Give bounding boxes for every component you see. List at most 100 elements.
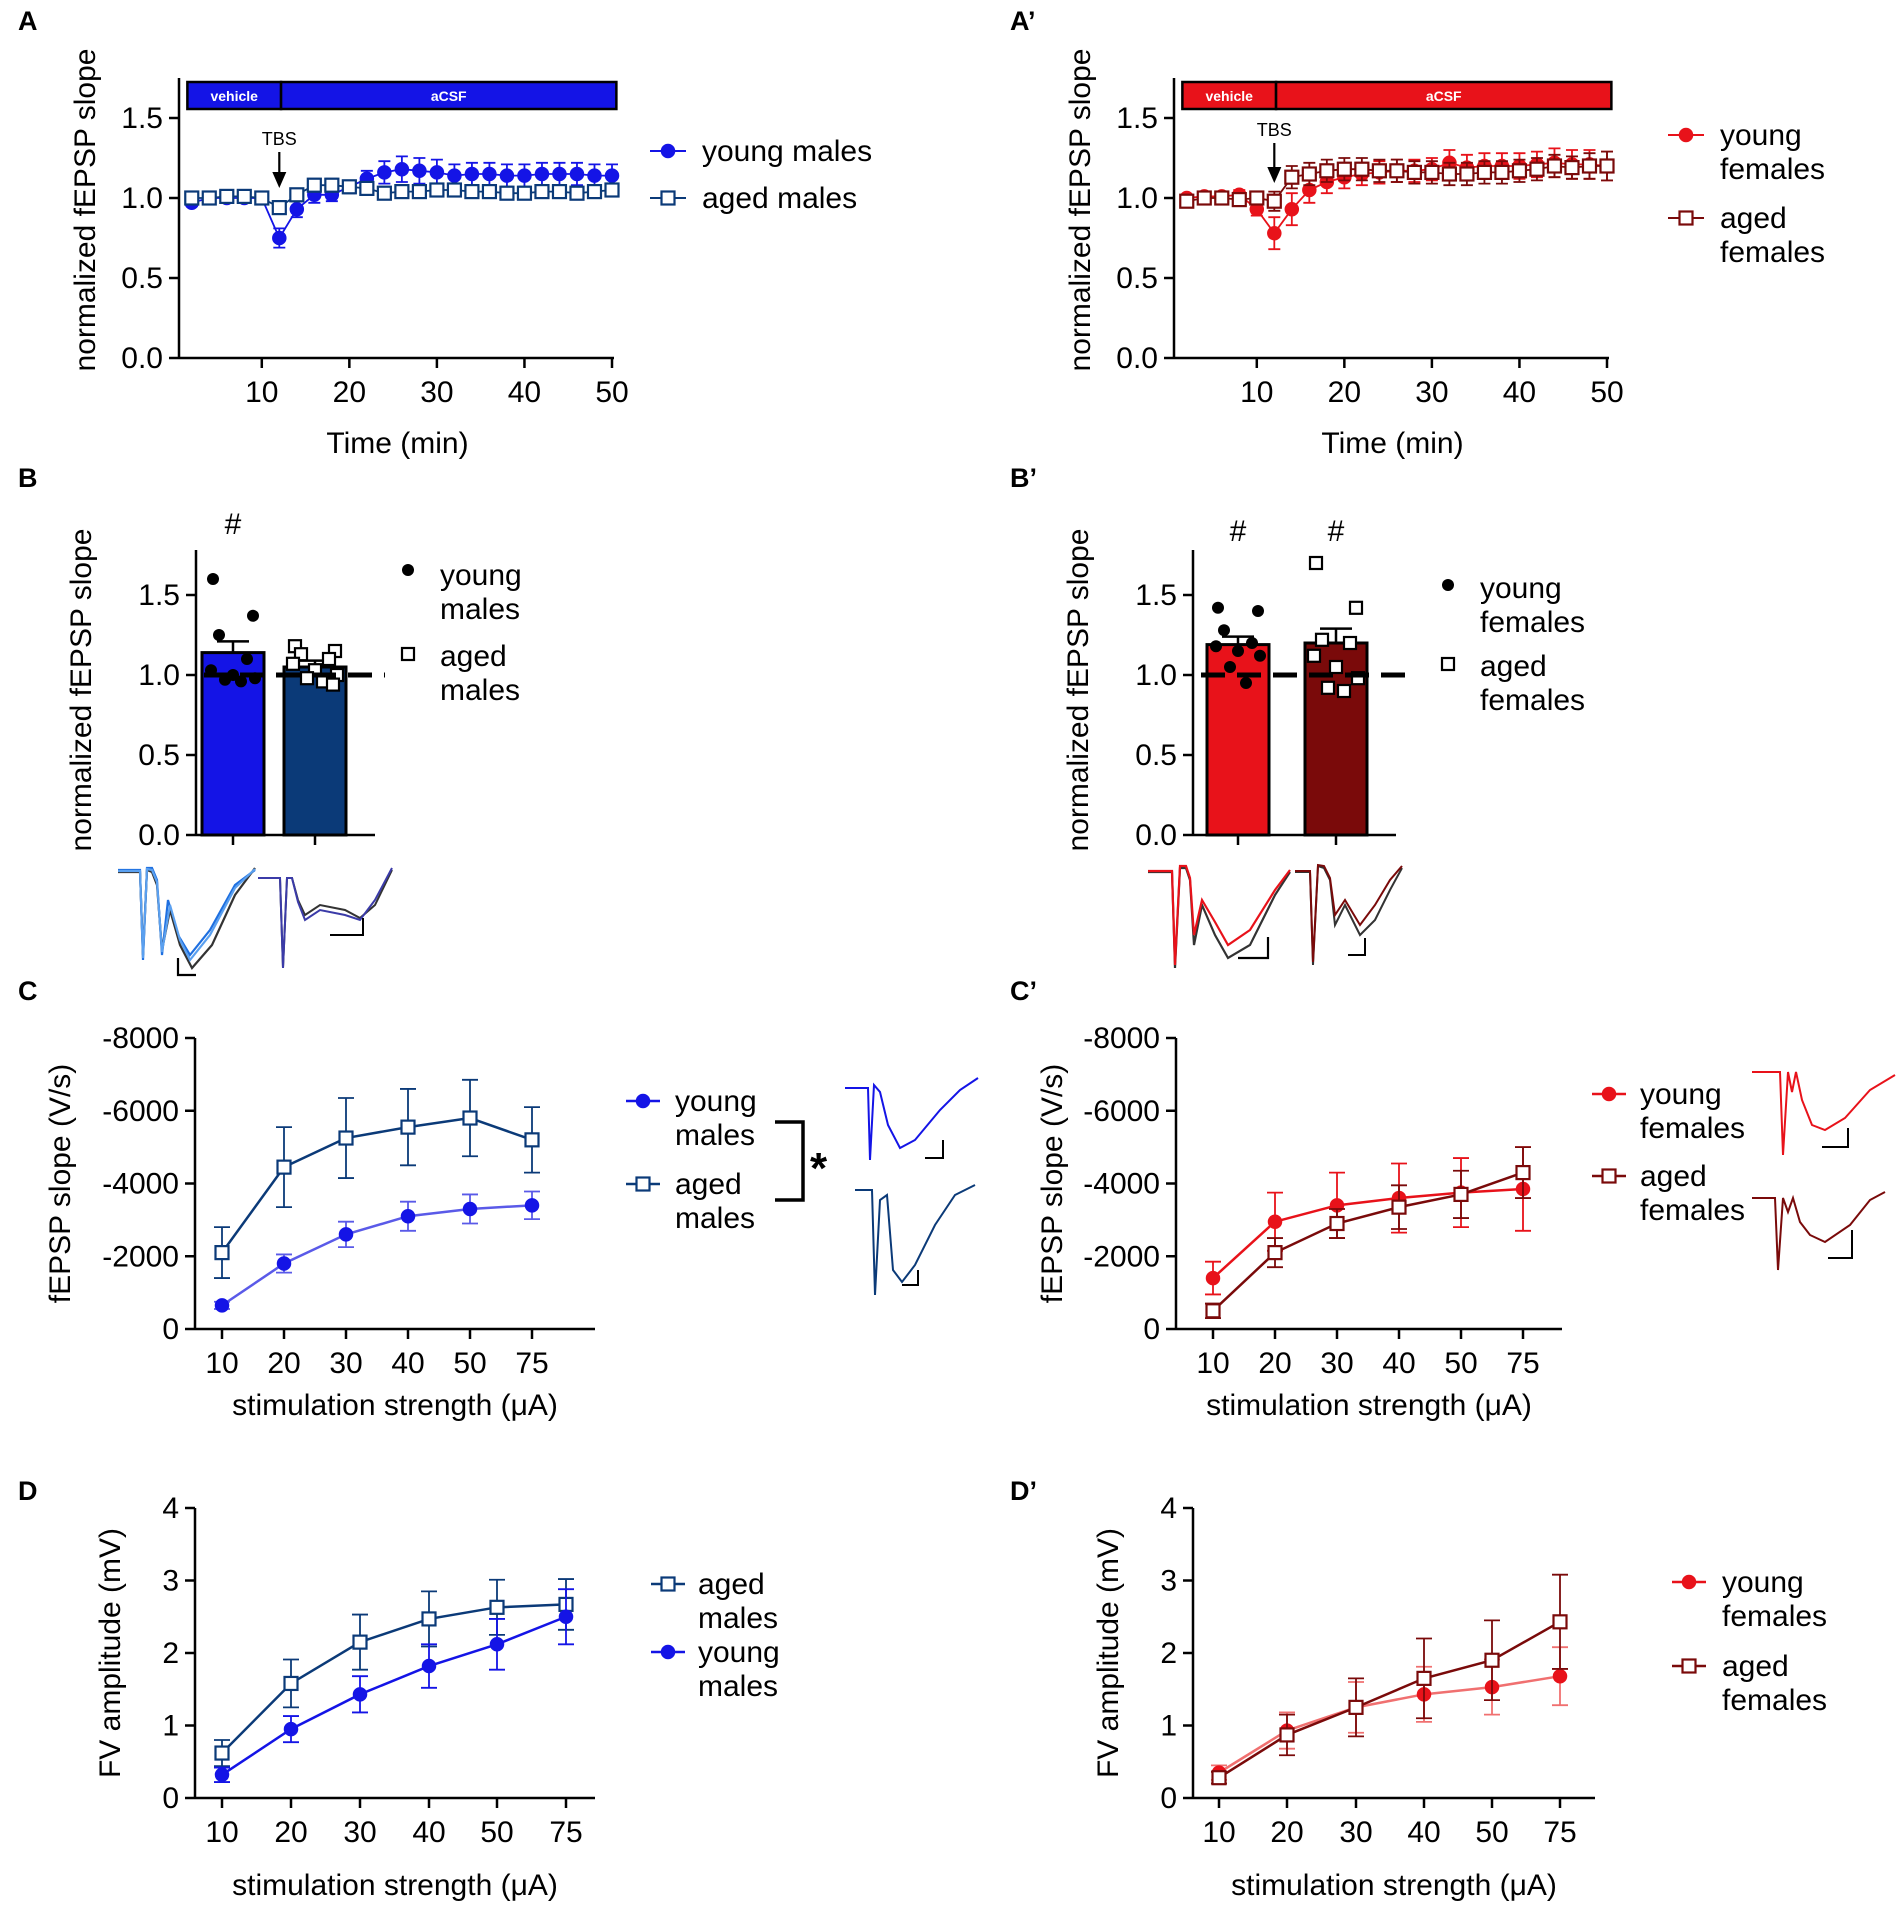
traces-B-aged-males <box>258 867 393 969</box>
data-point <box>219 188 235 204</box>
y-tick-label: 1.5 <box>1135 579 1177 612</box>
data-point <box>489 1599 505 1615</box>
individual-point <box>1348 600 1364 615</box>
x-tick-label: 30 <box>1415 376 1448 409</box>
data-point <box>1389 163 1405 179</box>
data-point <box>421 1611 437 1627</box>
legend-label-line: aged <box>675 1168 742 1201</box>
legend-label: aged males <box>675 1168 755 1235</box>
data-point <box>306 177 322 193</box>
legend-marker <box>635 1093 651 1109</box>
data-point <box>1424 164 1440 180</box>
data-point <box>283 1721 299 1737</box>
data-point <box>1599 158 1615 174</box>
individual-point <box>241 653 253 665</box>
legend-label-line: aged <box>1722 1650 1789 1683</box>
data-point <box>1529 161 1545 177</box>
y-tick-label: 1.5 <box>138 579 180 612</box>
y-tick-label: 1.0 <box>1116 182 1158 215</box>
data-point <box>338 1130 354 1146</box>
legend-label-line: young <box>440 559 522 592</box>
legend-item: young males <box>651 1636 780 1703</box>
panel-label-A: A <box>18 6 38 36</box>
data-point <box>289 187 305 203</box>
legend-marker <box>660 143 676 159</box>
legend-label-line: males <box>675 1119 755 1152</box>
panel-label-A-prime: A’ <box>1010 6 1036 36</box>
legend-label-line: females <box>1640 1194 1745 1227</box>
chart-C: 0 -2000 -4000 -6000 -8000 10 20 30 40 50 75 stimula… <box>44 1022 828 1422</box>
data-point <box>1196 190 1212 206</box>
legend-label-line: females <box>1720 236 1825 269</box>
y-tick-label: -4000 <box>102 1168 179 1201</box>
series-young-females <box>1211 1646 1568 1781</box>
legend-label-line: young <box>1480 572 1562 605</box>
tbs-arrow-head <box>272 172 287 188</box>
legend-label: aged females <box>1640 1160 1745 1227</box>
data-point <box>1552 1668 1568 1684</box>
traces-C-aged-males <box>855 1184 976 1296</box>
series-aged-males <box>184 177 620 216</box>
data-point <box>1348 1699 1364 1715</box>
tbs-annotation: TBS <box>262 129 297 149</box>
data-point <box>462 1201 478 1217</box>
x-tick-label: 10 <box>205 1347 238 1380</box>
x-tick-label: 10 <box>1202 1816 1235 1849</box>
data-point <box>1205 1270 1221 1286</box>
series-line <box>1218 1620 1561 1779</box>
data-point <box>516 185 533 201</box>
legend-marker <box>1442 579 1454 591</box>
y-tick-label: -4000 <box>1083 1168 1160 1201</box>
y-tick-label: 4 <box>1160 1492 1177 1525</box>
y-tick-label: 0 <box>162 1313 179 1346</box>
x-tick-label: 50 <box>595 376 628 409</box>
x-tick-label: 50 <box>1444 1347 1477 1380</box>
error-bar <box>1320 627 1352 643</box>
data-point <box>201 190 217 206</box>
legend-label: young females <box>1722 1566 1827 1633</box>
legend-label-line: males <box>440 593 520 626</box>
series-line <box>221 1603 567 1754</box>
legend-label: aged females <box>1480 650 1585 717</box>
data-point <box>429 165 445 180</box>
legend-item: young females <box>1668 119 1825 186</box>
data-point <box>534 166 550 182</box>
data-point <box>464 184 480 200</box>
x-tick-label: 30 <box>420 376 453 409</box>
panel-label-C: C <box>18 976 38 1006</box>
individual-point <box>1252 605 1264 617</box>
data-point <box>1453 1186 1469 1203</box>
y-tick-label: 1.5 <box>121 102 163 135</box>
x-tick-label: 50 <box>1475 1816 1508 1849</box>
y-tick-label: 0.0 <box>1116 342 1158 375</box>
y-tick-label: -2000 <box>102 1240 179 1273</box>
chart-D2: 0 1 2 3 4 10 20 30 40 50 75 stimulation strength (μ… <box>1092 1492 1827 1902</box>
data-point <box>411 184 427 200</box>
y-axis-title: fEPSP slope (V/s) <box>44 1064 77 1304</box>
y-axis-title: FV amplitude (mV) <box>1092 1528 1125 1778</box>
individual-point <box>235 675 247 688</box>
x-axis-title: stimulation strength (μA) <box>232 1389 558 1422</box>
data-point <box>1406 164 1422 180</box>
individual-point <box>1240 677 1252 689</box>
data-point <box>604 182 620 198</box>
data-point <box>1581 158 1598 174</box>
legend-item: aged males <box>626 1168 755 1235</box>
x-axis-title: Time (min) <box>326 427 468 460</box>
legend-marker <box>1440 656 1456 672</box>
traces-B-young-males <box>118 866 256 977</box>
individual-point <box>1246 637 1258 649</box>
legend-label-line: females <box>1720 153 1825 186</box>
legend-label-line: young <box>1720 119 1802 152</box>
data-point <box>1391 1199 1407 1215</box>
data-point <box>499 168 515 183</box>
series-aged-females <box>1205 1146 1531 1319</box>
data-point <box>338 1227 354 1242</box>
data-point <box>412 163 427 179</box>
y-tick-label: 1.5 <box>1116 102 1158 135</box>
x-axis-title: stimulation strength (μA) <box>1206 1389 1532 1422</box>
individual-point <box>1308 555 1324 571</box>
legend-item: young males <box>650 135 872 168</box>
vehicle-bar <box>186 80 283 111</box>
y-tick-label: 1.0 <box>138 659 180 692</box>
